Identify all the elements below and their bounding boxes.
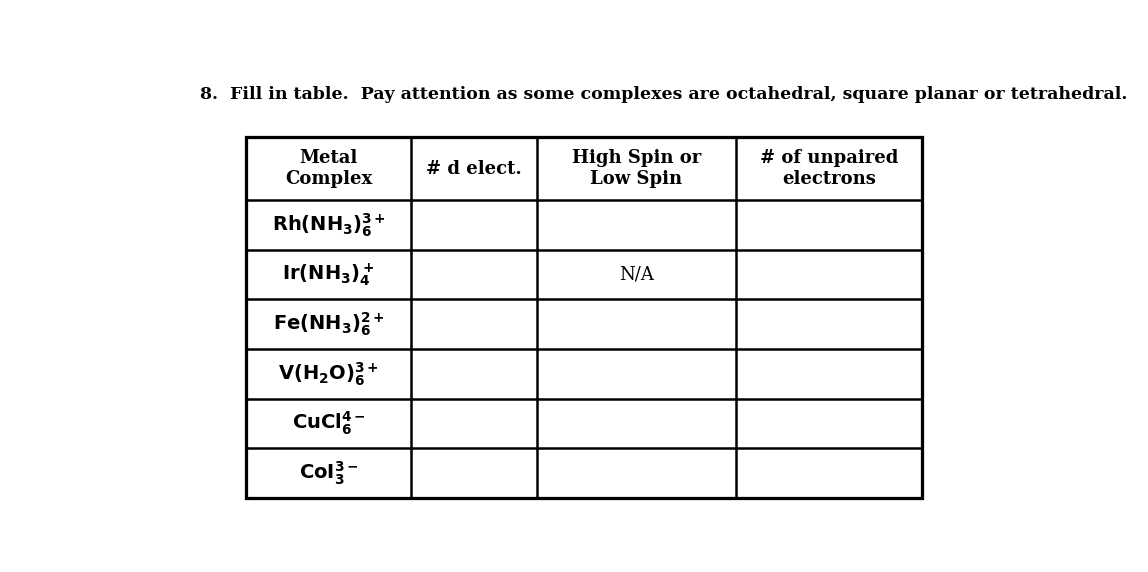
Text: # d elect.: # d elect.: [426, 160, 522, 177]
Text: # of unpaired
electrons: # of unpaired electrons: [760, 149, 898, 188]
Text: N/A: N/A: [619, 265, 653, 284]
Text: $\mathbf{Ir(NH_3)_4^+}$: $\mathbf{Ir(NH_3)_4^+}$: [282, 261, 375, 288]
Text: $\mathbf{Fe(NH_3)_6^{2+}}$: $\mathbf{Fe(NH_3)_6^{2+}}$: [273, 311, 385, 338]
Text: $\mathbf{CoI_3^{3-}}$: $\mathbf{CoI_3^{3-}}$: [298, 459, 358, 487]
Text: 8.  Fill in table.  Pay attention as some complexes are octahedral, square plana: 8. Fill in table. Pay attention as some …: [200, 86, 1127, 104]
Text: $\mathbf{Rh(NH_3)_6^{3+}}$: $\mathbf{Rh(NH_3)_6^{3+}}$: [272, 211, 386, 239]
Text: Metal
Complex: Metal Complex: [285, 149, 372, 188]
Text: $\mathbf{V(H_2O)_6^{3+}}$: $\mathbf{V(H_2O)_6^{3+}}$: [279, 360, 379, 388]
Text: $\mathbf{CuCl_6^{4-}}$: $\mathbf{CuCl_6^{4-}}$: [292, 410, 365, 437]
Text: High Spin or
Low Spin: High Spin or Low Spin: [572, 149, 701, 188]
